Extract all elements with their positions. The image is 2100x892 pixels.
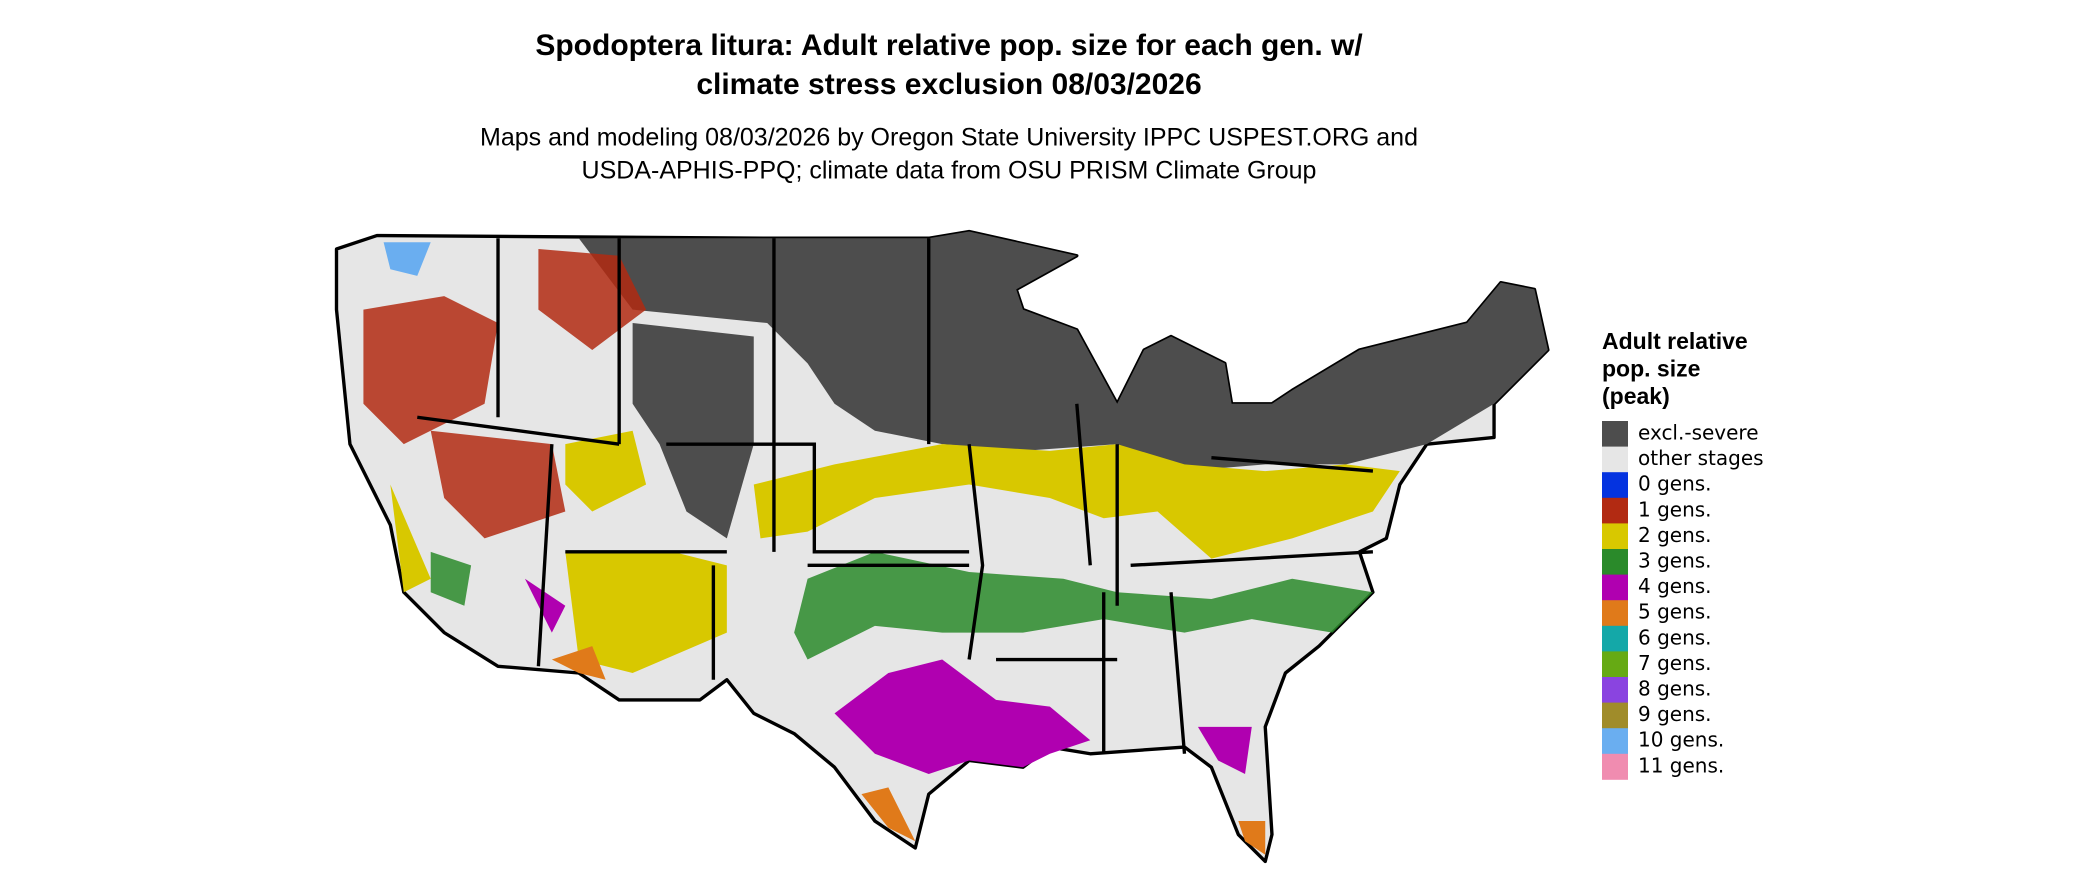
legend-title: pop. size [1602, 356, 1700, 382]
legend-label: 8 gens. [1638, 677, 1712, 701]
subtitle: USDA-APHIS-PPQ; climate data from OSU PR… [582, 157, 1317, 185]
legend-label: other stages [1638, 446, 1764, 470]
legend-label: 7 gens. [1638, 651, 1712, 675]
legend-label: 1 gens. [1638, 497, 1712, 521]
legend-swatch [1602, 728, 1628, 755]
legend-label: 4 gens. [1638, 574, 1712, 598]
legend-title: Adult relative [1602, 328, 1748, 354]
legend-swatch [1602, 446, 1628, 473]
legend-swatch [1602, 497, 1628, 524]
legend-label: 3 gens. [1638, 549, 1712, 573]
subtitle: Maps and modeling 08/03/2026 by Oregon S… [480, 124, 1418, 152]
legend-swatch [1602, 472, 1628, 499]
title: Spodoptera litura: Adult relative pop. s… [535, 29, 1363, 62]
one-gen-region [363, 249, 647, 539]
legend-title: (peak) [1602, 383, 1670, 409]
legend-swatch [1602, 574, 1628, 601]
ten-gen-region [383, 242, 431, 276]
excluded-region [632, 323, 754, 539]
legend-label: 9 gens. [1638, 702, 1712, 726]
legend-label: excl.-severe [1638, 421, 1759, 445]
legend-swatch [1602, 600, 1628, 627]
three-gen-band [430, 551, 1373, 660]
legend-swatch [1602, 677, 1628, 703]
state-lines [417, 238, 1374, 754]
legend-swatch [1602, 523, 1628, 550]
two-gen-band [390, 430, 1400, 673]
legend-swatch [1602, 549, 1628, 575]
legend-swatch [1602, 753, 1628, 780]
legend-label: 0 gens. [1638, 472, 1712, 496]
legend-swatch [1602, 651, 1628, 678]
legend-label: 6 gens. [1638, 625, 1712, 649]
legend-label: 10 gens. [1638, 728, 1724, 752]
title: climate stress exclusion 08/03/2026 [696, 68, 1201, 101]
legend-swatch [1602, 625, 1628, 652]
legend-label: 2 gens. [1638, 523, 1712, 547]
legend-label: 5 gens. [1638, 600, 1712, 624]
four-gen-region [524, 578, 1252, 774]
legend-swatch [1602, 421, 1628, 447]
excluded-region [578, 231, 1548, 472]
legend-label: 11 gens. [1638, 753, 1724, 777]
map [334, 229, 1550, 864]
legend-swatch [1602, 702, 1628, 729]
